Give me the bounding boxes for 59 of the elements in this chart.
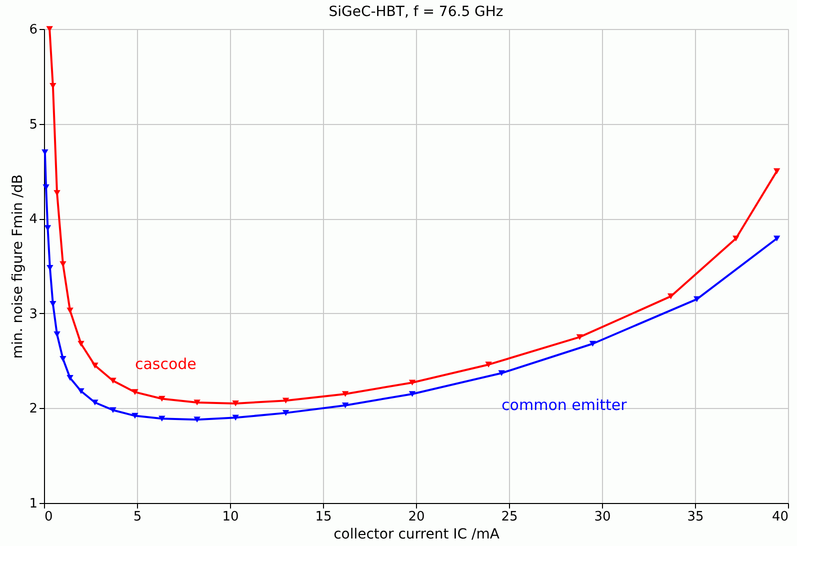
point (773, 236, 780, 242)
point (576, 334, 584, 340)
y-tick-label: 6 (29, 22, 38, 38)
point (66, 374, 74, 381)
series-label: cascode (134, 355, 196, 374)
x-tick-label: 25 (501, 510, 518, 524)
point (194, 400, 200, 406)
point (78, 388, 84, 394)
point (194, 416, 200, 422)
point (66, 308, 74, 314)
point (92, 362, 98, 368)
point (342, 391, 349, 397)
point (92, 400, 98, 406)
point (342, 402, 349, 408)
point (54, 331, 60, 338)
point (158, 396, 166, 402)
x-tick-label: 40 (772, 510, 788, 524)
point (158, 416, 166, 422)
point (732, 236, 740, 242)
point (110, 407, 116, 413)
x-tick-label: 5 (133, 510, 142, 524)
point (282, 398, 290, 404)
point (232, 400, 239, 406)
point (50, 301, 56, 307)
x-tick-label: 10 (222, 510, 239, 524)
y-axis-title: min. noise figure Fmin /dB (10, 174, 26, 359)
y-tick-label: 3 (29, 306, 38, 322)
x-tick-label: 35 (687, 510, 704, 524)
point (46, 26, 53, 32)
point (46, 264, 54, 271)
y-tick-label: 2 (29, 402, 38, 417)
point (485, 362, 492, 368)
point (694, 296, 700, 302)
x-tick-label: 15 (315, 510, 332, 524)
x-tick-label: 30 (594, 510, 611, 524)
point (110, 378, 116, 384)
x-tick-label: 0 (44, 510, 53, 524)
y-tick-label: 5 (29, 117, 38, 132)
point (132, 412, 138, 419)
point (60, 261, 66, 268)
point (132, 389, 138, 395)
point (498, 370, 505, 376)
point (232, 414, 239, 421)
point (78, 340, 84, 347)
point (60, 356, 66, 362)
y-tick-label: 4 (29, 212, 38, 228)
point (408, 391, 416, 397)
point (282, 410, 290, 416)
point (42, 184, 50, 190)
x-axis-title: collector current IC /mA (334, 526, 500, 542)
point (54, 190, 60, 196)
point (589, 340, 596, 347)
series-label: common emitter (502, 396, 628, 414)
y-tick-label: 1 (29, 496, 38, 512)
chart-title: SiGeC-HBT, f = 76.5 GHz (328, 4, 504, 20)
point (773, 168, 780, 174)
point (408, 380, 416, 386)
x-tick-label: 20 (408, 510, 425, 524)
point (44, 225, 52, 231)
